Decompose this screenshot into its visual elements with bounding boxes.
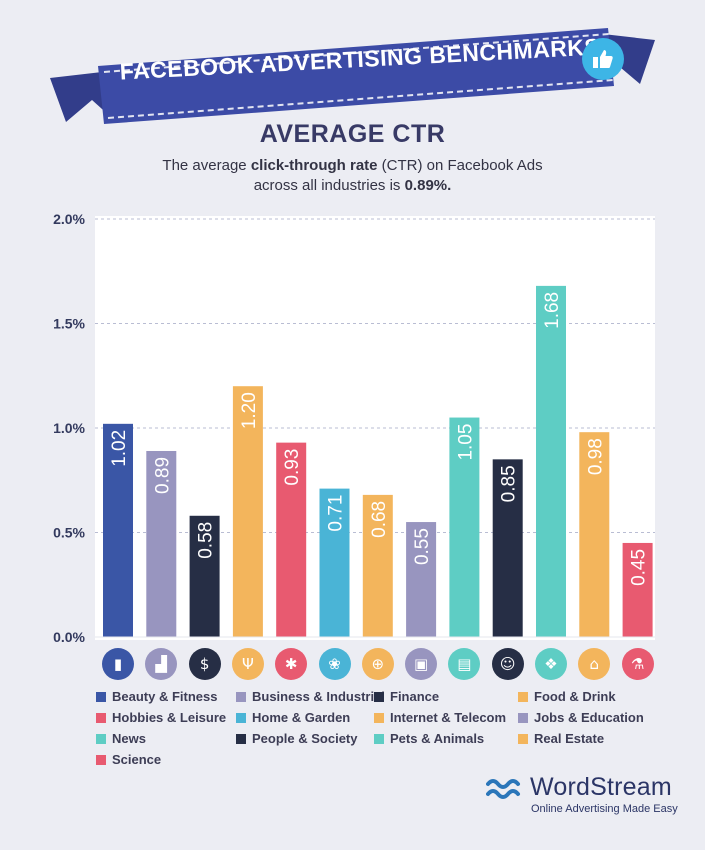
legend-swatch [96,733,106,744]
legend-label: Beauty & Fitness [112,689,218,704]
bar-value-label: 0.55 [412,528,433,565]
legend-label: Hobbies & Leisure [112,710,227,725]
legend-swatch [374,733,384,744]
legend-item: Hobbies & Leisure [96,710,226,725]
bar-value-label: 0.68 [369,501,390,538]
legend-item: People & Society [236,731,357,746]
bar [362,494,393,637]
y-tick-label: 0.0% [53,629,85,645]
legend-swatch [96,712,106,723]
legend-item: Pets & Animals [374,731,484,746]
flower-icon: ❀ [318,648,351,680]
legend-item: Finance [374,689,439,704]
legend-swatch [518,733,528,744]
bar [319,488,350,637]
legend-label: Home & Garden [252,710,351,725]
legend-label: Jobs & Education [534,710,644,725]
legend-item: Real Estate [518,731,604,746]
bar-value-label: 1.20 [239,392,260,429]
legend-swatch [518,691,528,702]
subtitle-text-1: The average [162,157,251,174]
legend-swatch [374,712,384,723]
bar-value-label: 0.85 [499,465,520,502]
bar [622,542,653,637]
globe-icon: ⊕ [361,648,394,680]
bar-value-label: 0.58 [196,522,217,559]
legend-item: Internet & Telecom [374,710,506,725]
legend-item: Business & Industrial [236,689,385,704]
bar [449,417,480,637]
lipstick-icon: ▮ [102,648,134,680]
legend-swatch [96,691,106,702]
subtitle-average-value: 0.89%. [404,177,452,194]
bar [276,442,307,637]
chart-subtitle: The average click-through rate (CTR) on … [0,156,705,196]
newspaper-icon: ▤ [448,648,481,680]
legend-item: Science [96,752,161,767]
chart-title: AVERAGE CTR [259,120,446,148]
y-tick-label: 2.0% [53,211,85,227]
legend-label: Science [112,752,162,767]
legend-item: Jobs & Education [518,710,644,725]
legend-label: People & Society [252,731,358,746]
legend-label: News [112,731,146,746]
banner-ribbon [50,28,655,124]
bar-value-label: 0.98 [585,438,606,475]
fork-knife-icon: Ψ [231,648,264,680]
puzzle-icon: ✱ [275,648,308,680]
brand-name: WordStream [530,773,672,801]
legend-swatch [236,733,246,744]
bar [146,450,177,637]
category-icons-row: ▮ ▟ $ Ψ ✱ ❀ ⊕ ▣ ▤ ☺ ❖ ⌂ ⚗ [0,648,705,682]
legend-label: Business & Industrial [252,689,385,704]
y-tick-label: 1.0% [53,420,85,436]
y-tick-label: 1.5% [53,316,85,332]
bar-value-label: 1.05 [455,424,476,461]
thumbs-up-badge [582,38,624,80]
bar [579,432,610,637]
dollar-icon: $ [188,648,221,680]
bar-value-label: 1.02 [109,430,130,467]
bar [189,515,220,637]
people-icon: ☺ [491,648,524,680]
legend-swatch [236,712,246,723]
subtitle-text-2: (CTR) on Facebook Ads [377,157,543,174]
bar [232,386,263,637]
wordstream-waves-icon [486,779,520,799]
legend-label: Finance [390,689,440,704]
legend-label: Real Estate [534,731,605,746]
bar [406,522,437,637]
legend-swatch [236,691,246,702]
bar [103,423,133,637]
bar-value-label: 0.89 [152,457,173,494]
legend-label: Food & Drink [534,689,616,704]
subtitle-bold-term: click-through rate [250,157,378,174]
legend-label: Pets & Animals [390,731,485,746]
legend-label: Internet & Telecom [390,710,507,725]
legend-swatch [518,712,528,723]
wordstream-logo: WordStream Online Advertising Made Easy [486,773,686,823]
paw-icon: ❖ [535,648,567,680]
bar-value-label: 0.45 [629,549,650,586]
legend-item: Home & Garden [236,710,350,725]
legend-item: Food & Drink [518,689,616,704]
bar [536,285,566,637]
subtitle-text-3: across all industries is [253,177,405,194]
thumbs-up-icon [593,50,613,68]
flask-icon: ⚗ [621,648,654,680]
briefcase-icon: ▣ [405,648,438,680]
y-tick-label: 0.5% [53,525,85,541]
house-icon: ⌂ [578,648,611,680]
bar [492,459,523,637]
bar-value-label: 0.93 [282,449,303,486]
legend-item: News [96,731,146,746]
legend-swatch [96,754,106,765]
factory-icon: ▟ [145,648,178,680]
legend-swatch [374,691,384,702]
brand-tagline: Online Advertising Made Easy [531,803,678,815]
bar-value-label: 1.68 [542,292,563,329]
bar-value-label: 0.71 [326,495,347,532]
legend-item: Beauty & Fitness [96,689,217,704]
